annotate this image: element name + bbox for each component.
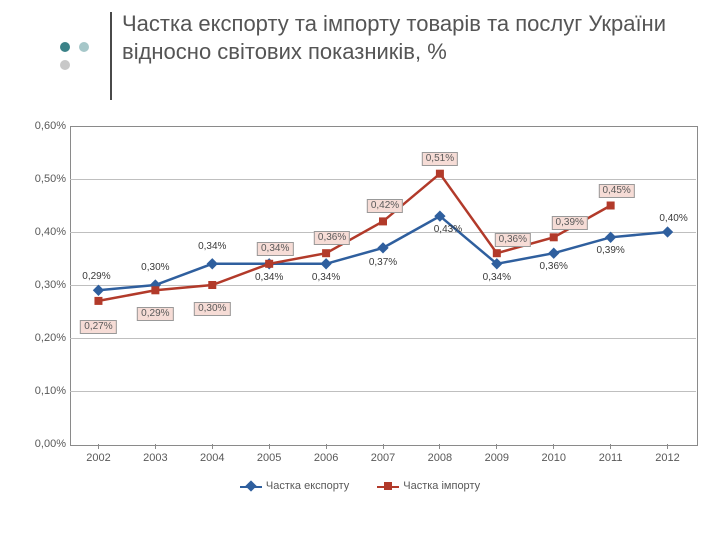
data-label: 0,34% xyxy=(198,242,226,252)
series-layer xyxy=(18,120,702,520)
legend-item: Частка експорту xyxy=(240,480,349,492)
data-label: 0,30% xyxy=(141,263,169,273)
data-label: 0,45% xyxy=(598,184,634,198)
marker xyxy=(320,258,331,269)
dot-3 xyxy=(60,60,70,70)
marker xyxy=(94,297,102,305)
header: Частка експорту та імпорту товарів та по… xyxy=(60,10,700,102)
diamond-icon xyxy=(240,481,262,491)
data-label: 0,34% xyxy=(257,242,293,256)
marker xyxy=(151,286,159,294)
marker xyxy=(377,242,388,253)
data-label: 0,34% xyxy=(483,273,511,283)
dot-1 xyxy=(60,42,70,52)
marker xyxy=(662,226,673,237)
data-label: 0,43% xyxy=(434,225,462,235)
marker xyxy=(550,233,558,241)
data-label: 0,51% xyxy=(422,152,458,166)
data-label: 0,39% xyxy=(552,216,588,230)
chart: 0,00%0,10%0,20%0,30%0,40%0,50%0,60%20022… xyxy=(18,120,702,520)
data-label: 0,34% xyxy=(312,273,340,283)
data-label: 0,39% xyxy=(596,246,624,256)
marker xyxy=(548,248,559,259)
data-label: 0,36% xyxy=(495,233,531,247)
marker xyxy=(93,285,104,296)
dot-2 xyxy=(79,42,89,52)
marker xyxy=(265,260,273,268)
bullet-dots xyxy=(60,38,108,52)
legend-label: Частка експорту xyxy=(266,480,349,492)
data-label: 0,36% xyxy=(314,231,350,245)
data-label: 0,42% xyxy=(367,199,403,213)
marker xyxy=(379,217,387,225)
data-label: 0,36% xyxy=(540,262,568,272)
data-label: 0,27% xyxy=(80,320,116,334)
marker xyxy=(207,258,218,269)
marker xyxy=(493,249,501,257)
marker xyxy=(605,232,616,243)
square-icon xyxy=(377,481,399,491)
marker xyxy=(607,202,615,210)
legend: Частка експорту Частка імпорту xyxy=(18,480,702,492)
data-label: 0,34% xyxy=(255,273,283,283)
marker xyxy=(436,170,444,178)
data-label: 0,40% xyxy=(659,214,687,224)
data-label: 0,37% xyxy=(369,258,397,268)
data-label: 0,30% xyxy=(194,302,230,316)
data-label: 0,29% xyxy=(82,272,110,282)
marker xyxy=(208,281,216,289)
page-title: Частка експорту та імпорту товарів та по… xyxy=(122,10,700,66)
marker xyxy=(322,249,330,257)
title-divider xyxy=(110,12,112,100)
legend-label: Частка імпорту xyxy=(403,480,480,492)
legend-item: Частка імпорту xyxy=(377,480,480,492)
series-line-1 xyxy=(98,174,610,301)
data-label: 0,29% xyxy=(137,307,173,321)
